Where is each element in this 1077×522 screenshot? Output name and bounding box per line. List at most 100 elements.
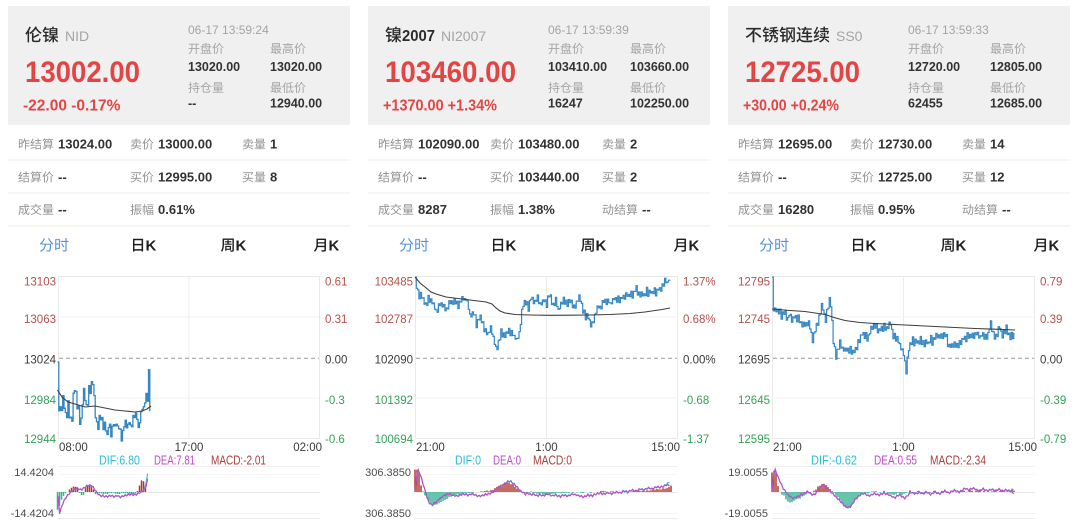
svg-text:12695.00: 12695.00 (778, 137, 832, 152)
svg-text:102090: 102090 (375, 355, 413, 367)
svg-text:103660.00: 103660.00 (630, 60, 689, 74)
svg-text:0.39: 0.39 (1040, 314, 1062, 326)
svg-text:8: 8 (270, 170, 277, 185)
svg-text:--: -- (418, 170, 427, 185)
svg-text:DIF:-0.62: DIF:-0.62 (811, 454, 857, 468)
svg-text:12940.00: 12940.00 (270, 97, 322, 111)
svg-text:--: -- (188, 97, 196, 111)
svg-text:13002.00: 13002.00 (25, 56, 140, 89)
svg-text:306.3850: 306.3850 (365, 467, 411, 479)
svg-text:K: K (506, 238, 517, 255)
svg-text:--: -- (778, 170, 787, 185)
svg-text:13000.00: 13000.00 (158, 137, 212, 152)
svg-text:+30.00 +0.24%: +30.00 +0.24% (743, 98, 839, 115)
svg-text:K: K (329, 238, 340, 255)
svg-text:103440.00: 103440.00 (518, 170, 579, 185)
svg-text:103480.00: 103480.00 (518, 137, 579, 152)
svg-text:K: K (236, 238, 247, 255)
svg-text:K: K (1049, 238, 1060, 255)
svg-text:06-17 13:59:39: 06-17 13:59:39 (548, 23, 629, 37)
svg-text:14: 14 (990, 137, 1005, 152)
svg-text:2: 2 (630, 170, 637, 185)
svg-text:14.4204: 14.4204 (14, 467, 54, 479)
svg-text:1.37%: 1.37% (683, 277, 716, 289)
svg-text:12795: 12795 (738, 277, 770, 289)
svg-text:--: -- (58, 202, 67, 217)
svg-text:-14.4204: -14.4204 (11, 508, 54, 520)
svg-text:12995.00: 12995.00 (158, 170, 212, 185)
svg-text:06-17 13:59:24: 06-17 13:59:24 (188, 23, 269, 37)
svg-text:DIF:0: DIF:0 (455, 454, 481, 468)
svg-text:12730.00: 12730.00 (878, 137, 932, 152)
svg-text:103485: 103485 (375, 277, 413, 289)
svg-text:MACD:0: MACD:0 (533, 454, 572, 468)
svg-text:1:00: 1:00 (535, 442, 557, 454)
svg-text:16247: 16247 (548, 97, 583, 111)
svg-text:NID: NID (65, 28, 89, 44)
svg-text:15:00: 15:00 (651, 442, 680, 454)
svg-text:0.68%: 0.68% (683, 314, 716, 326)
svg-text:K: K (146, 238, 157, 255)
svg-text:-0.68: -0.68 (683, 395, 709, 407)
svg-text:DEA:0.55: DEA:0.55 (874, 454, 917, 468)
svg-text:--: -- (642, 202, 651, 217)
svg-text:102250.00: 102250.00 (630, 97, 689, 111)
svg-text:12: 12 (990, 170, 1004, 185)
svg-text:13103: 13103 (24, 277, 56, 289)
svg-text:0.00: 0.00 (325, 355, 347, 367)
svg-text:101392: 101392 (375, 395, 413, 407)
svg-text:K: K (956, 238, 967, 255)
svg-text:12745: 12745 (738, 314, 770, 326)
svg-text:SS0: SS0 (836, 28, 863, 44)
svg-text:08:00: 08:00 (59, 442, 88, 454)
svg-text:MACD:-2.01: MACD:-2.01 (211, 454, 266, 468)
svg-text:102090.00: 102090.00 (418, 137, 479, 152)
svg-text:103460.00: 103460.00 (385, 56, 516, 89)
svg-text:13020.00: 13020.00 (270, 60, 322, 74)
svg-text:K: K (689, 238, 700, 255)
svg-text:12645: 12645 (738, 395, 770, 407)
svg-text:12595: 12595 (738, 434, 770, 446)
svg-text:K: K (596, 238, 607, 255)
svg-text:MACD:-2.34: MACD:-2.34 (930, 454, 986, 468)
svg-text:12720.00: 12720.00 (908, 60, 960, 74)
svg-text:02:00: 02:00 (293, 442, 322, 454)
svg-text:-19.0055: -19.0055 (725, 508, 768, 520)
svg-text:--: -- (58, 170, 67, 185)
svg-text:62455: 62455 (908, 97, 943, 111)
svg-text:12725.00: 12725.00 (878, 170, 932, 185)
svg-text:15:00: 15:00 (1008, 442, 1037, 454)
svg-text:306.3850: 306.3850 (365, 508, 411, 520)
svg-text:13024.00: 13024.00 (58, 137, 112, 152)
svg-text:102787: 102787 (375, 314, 413, 326)
svg-text:21:00: 21:00 (416, 442, 445, 454)
svg-text:12685.00: 12685.00 (990, 97, 1042, 111)
svg-text:1.38%: 1.38% (518, 202, 555, 217)
svg-text:19.0055: 19.0055 (728, 467, 768, 479)
svg-text:12725.00: 12725.00 (745, 56, 860, 89)
svg-text:0.61: 0.61 (325, 277, 347, 289)
svg-text:13020.00: 13020.00 (188, 60, 240, 74)
svg-text:13063: 13063 (24, 314, 56, 326)
svg-text:+1370.00 +1.34%: +1370.00 +1.34% (383, 98, 497, 115)
svg-text:DEA:0: DEA:0 (493, 454, 521, 468)
svg-text:0.61%: 0.61% (158, 202, 195, 217)
svg-text:-22.00 -0.17%: -22.00 -0.17% (23, 98, 121, 115)
svg-text:DEA:7.81: DEA:7.81 (154, 454, 195, 468)
svg-text:12805.00: 12805.00 (990, 60, 1042, 74)
svg-text:06-17 13:59:33: 06-17 13:59:33 (908, 23, 989, 37)
svg-text:-0.3: -0.3 (325, 395, 345, 407)
svg-text:-0.6: -0.6 (325, 434, 345, 446)
svg-text:16280: 16280 (778, 202, 814, 217)
svg-text:103410.00: 103410.00 (548, 60, 607, 74)
svg-text:DIF:6.80: DIF:6.80 (99, 454, 140, 468)
svg-text:12984: 12984 (24, 395, 57, 407)
svg-text:8287: 8287 (418, 202, 447, 217)
svg-text:2: 2 (630, 137, 637, 152)
svg-text:0.79: 0.79 (1040, 277, 1062, 289)
svg-text:12944: 12944 (24, 434, 57, 446)
svg-text:2007: 2007 (402, 28, 435, 45)
svg-text:-1.37: -1.37 (683, 434, 709, 446)
svg-text:0.00: 0.00 (1040, 355, 1062, 367)
svg-text:100694: 100694 (375, 434, 414, 446)
